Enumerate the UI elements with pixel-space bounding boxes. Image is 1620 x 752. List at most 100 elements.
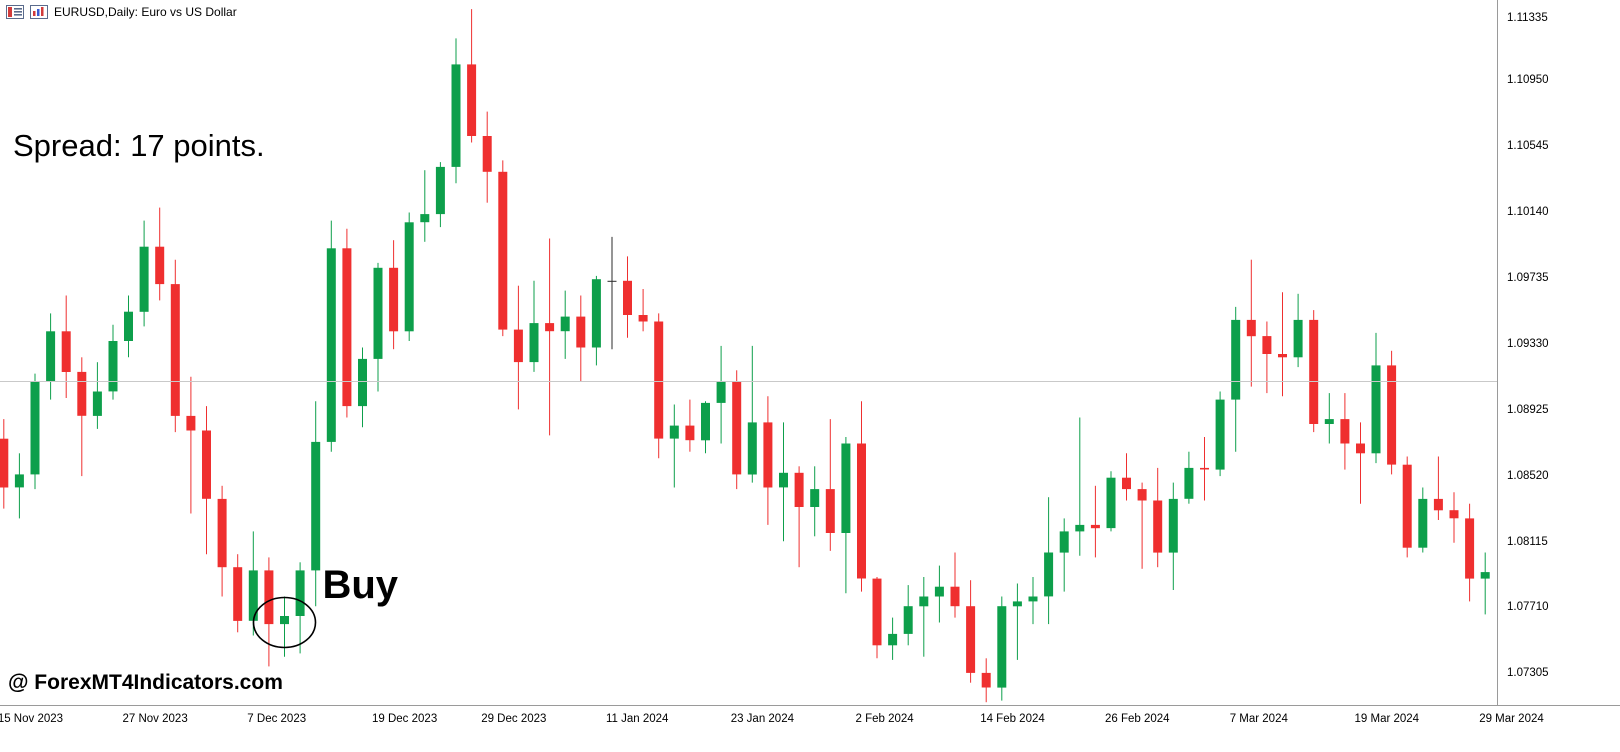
candle — [560, 290, 570, 359]
candle — [513, 285, 523, 410]
candlestick-chart[interactable] — [0, 0, 1497, 705]
candle — [435, 162, 445, 228]
time-axis-label: 19 Mar 2024 — [1354, 713, 1420, 725]
candle — [794, 466, 804, 568]
candle — [1028, 577, 1038, 625]
candle — [139, 220, 149, 327]
candle — [997, 596, 1007, 701]
candle — [1356, 422, 1365, 504]
bid-price-line — [0, 381, 1497, 383]
candle — [1324, 393, 1334, 444]
time-axis-label: 11 Jan 2024 — [606, 713, 669, 725]
candle — [170, 259, 180, 433]
candle — [1231, 306, 1241, 452]
candles-layer — [0, 9, 1490, 703]
candle — [1168, 482, 1178, 590]
candle — [1246, 259, 1256, 387]
candle — [701, 401, 710, 454]
candle — [1387, 350, 1397, 475]
candle — [0, 419, 9, 509]
candle — [1340, 393, 1350, 470]
candle — [716, 345, 726, 444]
time-axis-label: 23 Jan 2024 — [730, 713, 794, 725]
candle — [1293, 293, 1303, 368]
candle — [420, 170, 430, 242]
candle — [1044, 497, 1054, 625]
candle — [903, 585, 913, 646]
candle — [981, 658, 991, 703]
candle — [30, 373, 40, 490]
candle — [1200, 437, 1209, 501]
candle — [685, 399, 695, 452]
candle — [888, 617, 898, 660]
candle — [1402, 456, 1412, 558]
window-list-icon — [6, 5, 24, 19]
candle — [1059, 518, 1069, 592]
candle — [1090, 485, 1100, 558]
candle — [545, 238, 555, 436]
price-axis-label: 1.11335 — [1507, 11, 1548, 24]
price-axis[interactable]: 1.09102 1.113351.109501.105451.101401.09… — [1497, 0, 1620, 705]
candle — [1371, 332, 1381, 464]
time-axis[interactable]: 15 Nov 2023 27 Nov 2023 7 Dec 2023 19 Dec 2… — [0, 705, 1620, 752]
candle — [950, 552, 960, 618]
candle — [186, 376, 196, 514]
candle — [669, 404, 679, 488]
candle — [1153, 467, 1163, 568]
time-axis-label: 26 Feb 2024 — [1105, 713, 1170, 725]
candle — [934, 565, 944, 623]
candle — [857, 401, 866, 592]
candle — [280, 596, 289, 657]
candle — [358, 347, 367, 428]
time-axis-label: 7 Mar 2024 — [1229, 713, 1288, 725]
candle — [607, 236, 617, 350]
chart-title-bar: EURUSD,Daily: Euro vs US Dollar — [6, 5, 237, 19]
candle — [326, 220, 336, 452]
price-axis-label: 1.10950 — [1507, 74, 1549, 87]
time-axis-label: 29 Dec 2023 — [481, 713, 547, 725]
candle — [638, 289, 648, 332]
candle — [1215, 391, 1225, 477]
time-axis-label: 14 Feb 2024 — [980, 713, 1045, 725]
candle — [233, 554, 243, 633]
candle — [451, 38, 461, 184]
candle — [654, 313, 664, 459]
candle — [623, 256, 632, 338]
candle — [389, 240, 399, 350]
candle — [763, 396, 773, 525]
mini-chart-icon — [30, 5, 48, 19]
price-axis-label: 1.10140 — [1507, 206, 1549, 218]
candle — [61, 295, 71, 398]
buy-annotation-label: Buy — [322, 562, 399, 607]
candle — [124, 295, 133, 358]
candle — [966, 580, 976, 683]
candle — [295, 562, 305, 654]
candle — [46, 313, 56, 400]
price-axis-label: 1.07305 — [1507, 667, 1549, 680]
candle — [1012, 583, 1022, 660]
candle — [311, 401, 321, 607]
candle — [1480, 552, 1490, 615]
price-axis-label: 1.08115 — [1507, 535, 1548, 548]
candle — [825, 419, 835, 551]
candle — [576, 295, 586, 382]
candle — [108, 324, 118, 400]
candle — [373, 262, 383, 392]
time-axis-label: 19 Dec 2023 — [372, 713, 438, 725]
candle — [77, 357, 87, 477]
candle — [1433, 456, 1443, 520]
candle — [92, 362, 102, 429]
candle — [1465, 503, 1475, 602]
time-axis-label: 15 Nov 2023 — [0, 713, 64, 725]
candle — [1137, 482, 1147, 569]
price-axis-label: 1.09330 — [1507, 337, 1549, 350]
buy-annotation-circle — [252, 596, 317, 649]
candle — [217, 485, 227, 597]
time-axis-label: 29 Mar 2024 — [1479, 713, 1544, 725]
candle — [591, 275, 601, 366]
candle — [1184, 451, 1194, 504]
candle — [1309, 310, 1319, 433]
candle — [1262, 321, 1272, 394]
candle — [1449, 492, 1459, 543]
